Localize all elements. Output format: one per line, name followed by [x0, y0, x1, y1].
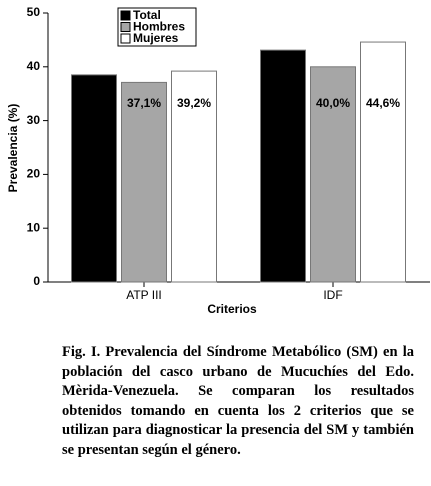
x-axis-label: Criterios: [207, 302, 257, 316]
x-tick-label: IDF: [323, 288, 342, 302]
value-label: 39,2%: [177, 96, 211, 110]
bar: [310, 66, 356, 283]
legend-box: [117, 7, 197, 47]
bar: [360, 41, 406, 283]
value-label: 43,1%: [266, 96, 300, 110]
legend-swatch: [120, 10, 131, 21]
legend-swatch: [120, 33, 131, 44]
value-label: 40,0%: [316, 96, 350, 110]
bar: [121, 81, 167, 283]
legend-label: Mujeres: [133, 31, 179, 45]
legend-label: Total: [133, 8, 161, 22]
bar: [171, 70, 217, 283]
bar: [71, 74, 117, 283]
y-tick-label: 10: [27, 220, 41, 234]
y-axis-label: Prevalencia (%): [6, 104, 20, 193]
legend-swatch: [120, 22, 131, 32]
bar: [260, 49, 306, 283]
y-tick-label: 30: [27, 113, 41, 127]
y-tick-label: 0: [33, 274, 40, 288]
y-tick-label: 20: [27, 167, 41, 181]
y-tick-label: 40: [27, 59, 41, 73]
chart: Prevalencia (%) Criterios 0 10 20 30 40 50 ATP…: [6, 5, 430, 316]
caption: Fig. I. Prevalencia del Síndrome Metaból…: [62, 344, 414, 458]
value-label: 38,5%: [77, 96, 111, 110]
value-label: 37,1%: [127, 96, 161, 110]
x-tick-label: ATP III: [126, 288, 162, 302]
legend-label: Hombres: [133, 20, 185, 34]
value-label: 44,6%: [366, 96, 400, 110]
y-tick-label: 50: [27, 5, 41, 19]
